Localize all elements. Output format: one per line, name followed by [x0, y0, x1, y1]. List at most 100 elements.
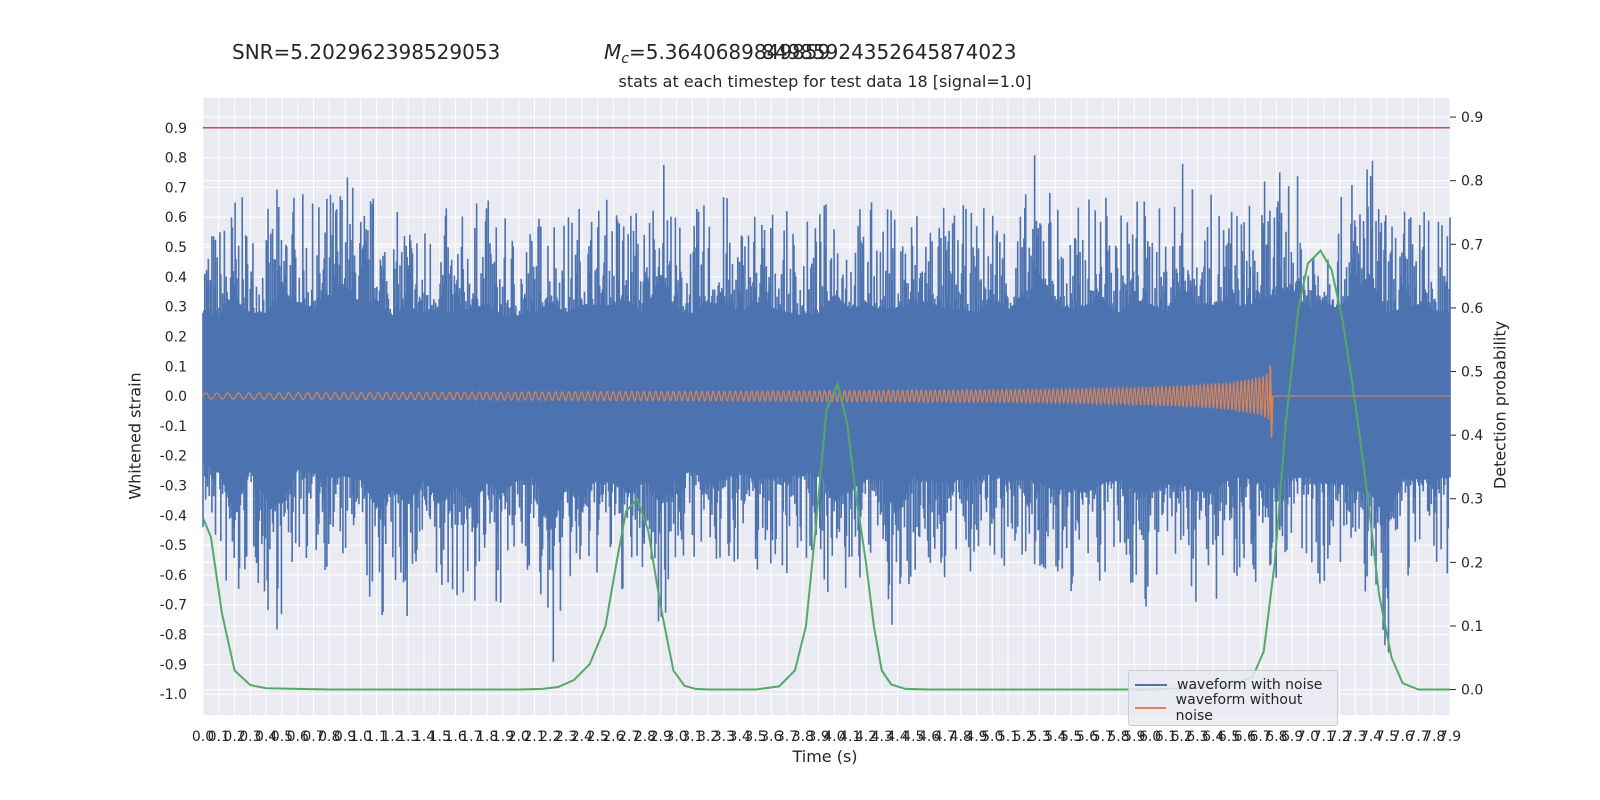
- x-tick-label: 1.1: [366, 729, 388, 745]
- x-tick-label: 2.4: [571, 729, 593, 745]
- legend-label-clean: waveform without noise: [1175, 692, 1303, 724]
- left-y-tick-label: 0.0: [165, 389, 187, 405]
- clean-waveform-merger-spike: [1269, 366, 1274, 438]
- x-tick-label: 4.3: [871, 729, 893, 745]
- right-y-tick-label: 0.6: [1461, 301, 1483, 317]
- chirp-mass-symbol: M: [604, 40, 622, 64]
- left-y-tick-label: 0.6: [165, 210, 187, 226]
- x-tick-label: 5.3: [1028, 729, 1050, 745]
- x-tick-label: 0.6: [287, 729, 309, 745]
- x-tick-label: 6.4: [1202, 729, 1224, 745]
- right-y-tick-label: 0.0: [1461, 683, 1483, 699]
- x-tick-label: 0.1: [208, 729, 230, 745]
- chirp-mass-value: =5.3640689849859: [628, 40, 831, 64]
- x-tick-label: 6.8: [1265, 729, 1287, 745]
- clean-waveform-series: [202, 365, 1450, 438]
- left-y-tick-label: 0.9: [165, 121, 187, 137]
- x-tick-label: 1.0: [350, 729, 372, 745]
- x-tick-label: 2.2: [539, 729, 561, 745]
- left-y-tick-label: -0.8: [160, 628, 187, 644]
- legend-item-noisy: waveform with noise: [1135, 675, 1322, 695]
- left-y-tick-label: 0.4: [165, 270, 187, 286]
- left-y-tick-label: -0.1: [160, 419, 187, 435]
- x-tick-label: 0.3: [239, 729, 261, 745]
- x-tick-label: 6.3: [1186, 729, 1208, 745]
- x-axis-label: Time (s): [792, 747, 858, 766]
- x-tick-label: 0.7: [302, 729, 324, 745]
- x-tick-label: 3.0: [665, 729, 687, 745]
- x-tick-label: 6.7: [1249, 729, 1271, 745]
- x-tick-label: 7.2: [1328, 729, 1350, 745]
- x-tick-label: 2.9: [650, 729, 672, 745]
- x-tick-label: 4.8: [950, 729, 972, 745]
- x-tick-label: 2.7: [618, 729, 640, 745]
- left-y-tick-label: -0.5: [160, 538, 187, 554]
- x-tick-label: 6.0: [1139, 729, 1161, 745]
- left-y-tick-label: -0.7: [160, 598, 187, 614]
- x-tick-label: 6.2: [1171, 729, 1193, 745]
- x-tick-label: 5.0: [981, 729, 1003, 745]
- right-y-tick-label: 0.4: [1461, 428, 1483, 444]
- x-tick-label: 0.9: [334, 729, 356, 745]
- x-tick-label: 0.8: [318, 729, 340, 745]
- legend: waveform with noise waveform without noi…: [1128, 670, 1338, 726]
- x-tick-label: 3.7: [776, 729, 798, 745]
- left-y-tick-label: -0.6: [160, 568, 187, 584]
- x-tick-label: 2.0: [508, 729, 530, 745]
- left-y-axis-label: Whitened strain: [125, 372, 145, 500]
- left-y-tick-label: -0.4: [160, 508, 187, 524]
- x-tick-label: 3.9: [807, 729, 829, 745]
- x-tick-label: 3.3: [713, 729, 735, 745]
- clean-waveform-trace: [202, 365, 1450, 423]
- x-tick-label: 2.8: [634, 729, 656, 745]
- right-y-tick-label: 0.2: [1461, 555, 1483, 571]
- chart-title: stats at each timestep for test data 18 …: [618, 72, 1032, 91]
- x-tick-label: 1.8: [476, 729, 498, 745]
- x-tick-label: 1.5: [429, 729, 451, 745]
- x-tick-label: 6.1: [1155, 729, 1177, 745]
- x-tick-label: 7.4: [1360, 729, 1382, 745]
- x-tick-label: 0.2: [223, 729, 245, 745]
- x-tick-label: 7.3: [1344, 729, 1366, 745]
- x-tick-label: 5.5: [1060, 729, 1082, 745]
- x-tick-label: 3.2: [697, 729, 719, 745]
- x-tick-label: 3.6: [760, 729, 782, 745]
- x-tick-label: 6.6: [1234, 729, 1256, 745]
- x-tick-label: 7.7: [1407, 729, 1429, 745]
- left-y-tick-label: 0.8: [165, 151, 187, 167]
- x-tick-label: 1.7: [460, 729, 482, 745]
- x-tick-label: 5.9: [1123, 729, 1145, 745]
- x-tick-label: 1.2: [381, 729, 403, 745]
- right-y-tick-label: 0.1: [1461, 619, 1483, 635]
- x-tick-label: 2.6: [602, 729, 624, 745]
- x-tick-label: 7.5: [1376, 729, 1398, 745]
- x-tick-label: 6.5: [1218, 729, 1240, 745]
- left-y-tick-label: 0.5: [165, 240, 187, 256]
- right-y-tick-label: 0.9: [1461, 110, 1483, 126]
- x-tick-label: 4.7: [934, 729, 956, 745]
- x-tick-label: 7.9: [1439, 729, 1461, 745]
- snr-annotation: SNR=5.202962398529053: [232, 40, 501, 64]
- left-y-tick-labels: 0.9 0.8 0.7 0.6 0.5 0.4 0.3 0.2 0.1 0.0 -0.1 -0.2 -0…: [160, 121, 187, 703]
- x-tick-label: 3.5: [744, 729, 766, 745]
- x-tick-label: 4.9: [965, 729, 987, 745]
- x-tick-label: 1.4: [413, 729, 435, 745]
- right-y-tick-label: 0.7: [1461, 237, 1483, 253]
- x-tick-label: 4.1: [839, 729, 861, 745]
- x-tick-label: 3.8: [792, 729, 814, 745]
- left-y-tick-label: 0.3: [165, 300, 187, 316]
- x-tick-label: 3.4: [729, 729, 751, 745]
- x-tick-label: 4.0: [823, 729, 845, 745]
- x-tick-label: 7.6: [1392, 729, 1414, 745]
- x-tick-label: 1.3: [397, 729, 419, 745]
- x-tick-label: 5.2: [1013, 729, 1035, 745]
- x-tick-label: 7.8: [1423, 729, 1445, 745]
- x-tick-label: 6.9: [1281, 729, 1303, 745]
- x-tick-label: 4.6: [918, 729, 940, 745]
- x-tick-label: 4.5: [902, 729, 924, 745]
- detection-probability-line: [202, 249, 1450, 691]
- left-y-tick-label: -0.3: [160, 478, 187, 494]
- legend-label-noisy: waveform with noise: [1177, 677, 1323, 693]
- right-y-tick-label: 0.5: [1461, 365, 1483, 381]
- right-y-axis-label: Detection probability: [1490, 320, 1510, 490]
